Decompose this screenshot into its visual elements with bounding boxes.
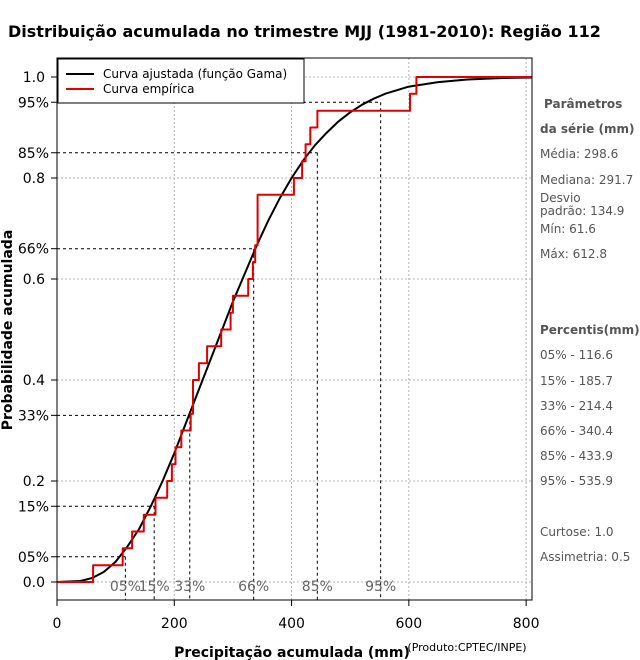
percentile-y-label: 85%	[18, 146, 49, 162]
stat-min: Mín: 61.6	[540, 222, 596, 236]
plot-frame	[56, 57, 533, 601]
stat-assimetria: Assimetria: 0.5	[540, 550, 631, 564]
empirical-curve	[57, 76, 532, 583]
percentile-x-label: 66%	[238, 579, 269, 595]
percentil-15: 15% - 185.7	[540, 374, 613, 388]
percentile-x-label: 95%	[365, 579, 396, 595]
y-tick-label: 0.8	[23, 171, 45, 187]
stat-desvio-line1: Desvio	[540, 191, 581, 205]
percentile-x-label: 05%	[110, 579, 141, 595]
percentile-x-label: 85%	[302, 579, 333, 595]
fitted-gamma-curve	[56, 76, 533, 583]
percentile-y-label: 15%	[18, 499, 49, 515]
percentile-y-label: 33%	[18, 408, 49, 424]
legend-label-fitted: Curva ajustada (função Gama)	[103, 67, 287, 81]
x-axis-label: Precipitação acumulada (mm)	[174, 645, 410, 660]
legend-label-empirical: Curva empírica	[103, 82, 194, 96]
stat-curtose: Curtose: 1.0	[540, 525, 614, 539]
y-tick-label: 0.0	[23, 575, 45, 591]
y-tick-label: 0.4	[23, 373, 45, 389]
stat-desvio-line2: padrão: 134.9	[540, 204, 625, 218]
percentile-y-label: 95%	[18, 95, 49, 111]
legend-box	[57, 58, 305, 104]
params-title-line1: Parâmetros	[544, 97, 623, 111]
percentile-guides: 05%05%15%15%33%33%66%66%85%85%95%95%	[18, 95, 396, 600]
percentil-95: 95% - 535.9	[540, 474, 613, 488]
credit-label: (Produto:CPTEC/INPE)	[407, 641, 526, 654]
percentile-x-label: 33%	[174, 579, 205, 595]
percentil-05: 05% - 116.6	[540, 348, 613, 362]
y-tick-label: 0.2	[23, 474, 45, 490]
percentil-66: 66% - 340.4	[540, 424, 613, 438]
stat-media: Média: 298.6	[540, 147, 619, 161]
chart-title: Distribuição acumulada no trimestre MJJ …	[8, 22, 601, 41]
y-tick-label: 1.0	[23, 70, 45, 86]
percentile-y-label: 66%	[18, 242, 49, 258]
percentile-y-label: 05%	[18, 550, 49, 566]
y-axis-label: Probabilidade acumulada	[0, 230, 16, 431]
x-tick-label: 800	[513, 616, 540, 632]
percentile-x-label: 15%	[139, 579, 170, 595]
x-tick-label: 400	[278, 616, 305, 632]
params-title-line2: da série (mm)	[540, 122, 635, 136]
x-tick-label: 200	[161, 616, 188, 632]
series-layer	[56, 76, 533, 583]
y-tick-label: 0.6	[23, 272, 45, 288]
stat-max: Máx: 612.8	[540, 247, 608, 261]
stat-mediana: Mediana: 291.7	[540, 173, 634, 187]
axis-ticks: 0.0 0.2 0.4 0.6 0.8 1.0 0 200 400 600 800	[23, 70, 540, 632]
percentil-33: 33% - 214.4	[540, 399, 613, 413]
legend: Curva ajustada (função Gama) Curva empír…	[57, 58, 305, 104]
x-tick-label: 0	[53, 616, 62, 632]
percentis-title: Percentis(mm)	[540, 323, 640, 337]
percentil-85: 85% - 433.9	[540, 449, 613, 463]
x-tick-label: 600	[395, 616, 422, 632]
grid-layer	[56, 58, 532, 600]
